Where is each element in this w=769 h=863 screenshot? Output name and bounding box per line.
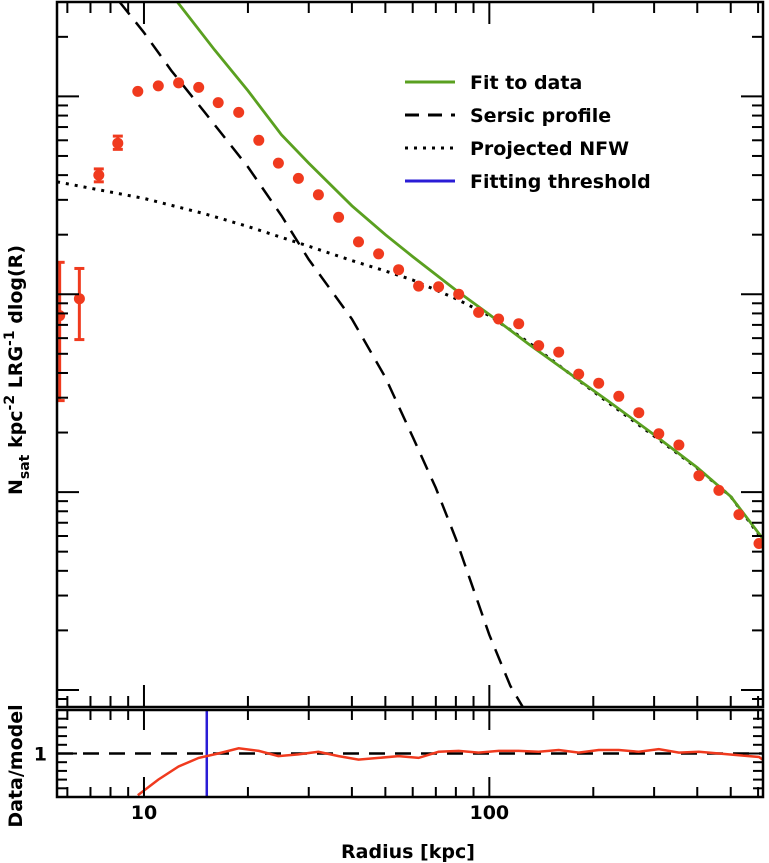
legend-item: Projected NFW [405,138,629,160]
data-point [152,80,164,92]
main-panel [55,0,765,709]
y-axis-title-sat: sat [17,454,33,479]
data-point [353,236,364,248]
legend-label: Fitting threshold [470,171,651,193]
legend-item: Fit to data [405,72,582,94]
x-tick-label: 100 [469,802,509,824]
y-axis-title-dlog: dlog(R) [5,245,27,324]
x-tick-label: 10 [131,802,157,824]
data-point [93,169,105,181]
legend-item: Fitting threshold [405,171,651,193]
main-plot-area [57,2,763,707]
ratio-y-tick-label: 1 [34,744,47,766]
data-point [673,439,685,451]
data-point [633,407,645,419]
main-frame [55,0,765,709]
data-point [333,211,345,223]
data-point [653,428,665,440]
data-point [413,280,425,292]
data-point [373,248,385,260]
legend-label: Projected NFW [470,138,629,160]
y-axis-title-lrg: LRG [5,346,27,388]
ratio-plot-area [57,710,763,797]
legend-item: Sersic profile [405,105,611,127]
data-point [573,368,585,380]
data-point [233,106,245,118]
data-point [312,189,324,201]
legend: Fit to data Sersic profile Projected NFW Fi… [405,72,651,193]
data-point [713,484,725,496]
data-point [493,313,505,325]
y-axis-title-n: N [5,479,27,495]
y-axis-title-exp2: -2 [2,395,18,411]
data-point [212,97,224,109]
y-axis-title: Nsat kpc-2 LRG-1 dlog(R) [2,245,33,495]
data-point [453,288,465,300]
data-point [473,306,485,318]
x-axis-title: Radius [kpc] [341,841,475,863]
data-point [433,281,445,293]
data-point [173,77,185,89]
data-point [393,264,405,276]
data-point [193,81,205,93]
data-point [533,340,545,352]
data-point [553,346,565,358]
y-axis-title-exp1: -1 [2,330,18,346]
data-point [73,293,85,305]
legend-label: Fit to data [470,72,582,94]
y-axis-title-kpc: kpc [5,410,27,448]
data-point [693,470,705,482]
sersic-profile-line [118,2,524,707]
projected-nfw-line [57,180,763,542]
error-bar [57,260,65,403]
data-point [253,134,265,146]
data-model-ratio-line [137,747,763,797]
data-point [753,538,763,549]
data-point [733,509,745,521]
data-point [272,157,284,169]
legend-label: Sersic profile [470,105,611,127]
data-point [613,390,625,402]
data-point [112,137,124,149]
data-point [513,318,525,330]
data-point [593,377,605,389]
ratio-panel: 10 100 1 [34,708,765,824]
data-point [292,172,304,184]
ratio-y-axis-title: Data/model [5,704,27,827]
data-point [132,85,144,97]
